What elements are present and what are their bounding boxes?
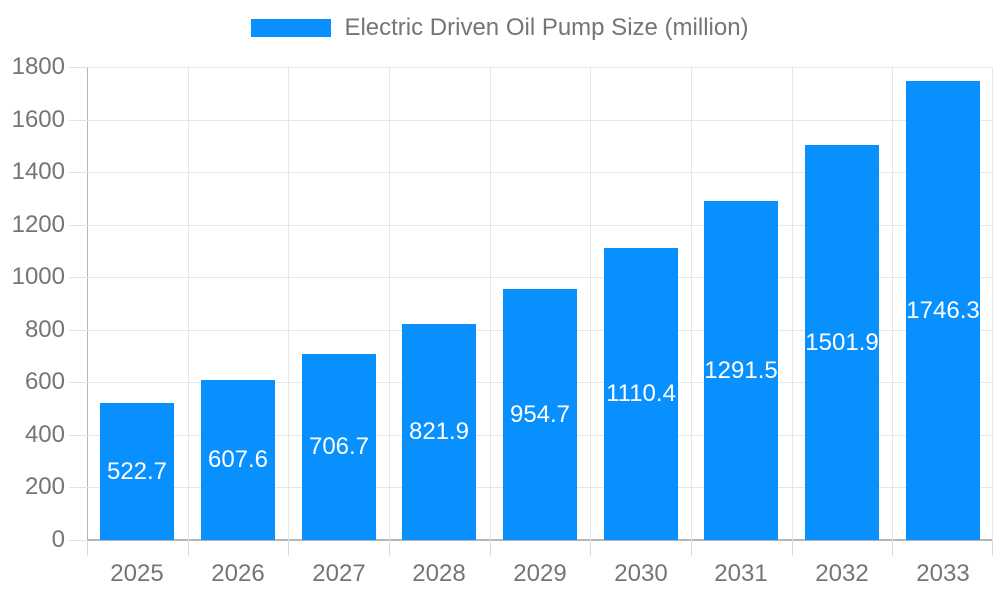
x-axis-tick-label: 2027 [312,560,366,587]
vertical-gridline [288,67,289,540]
legend-color-swatch [251,19,332,37]
vertical-gridline [389,67,390,540]
bar-2033[interactable] [906,81,980,540]
chart-legend: Electric Driven Oil Pump Size (million) [0,14,1000,42]
x-axis-tick-label: 2032 [815,560,869,587]
horizontal-gridline [87,120,993,121]
x-axis-tick [892,540,893,556]
x-axis-tick [490,540,491,556]
y-axis-tick-label: 1200 [11,211,65,238]
y-axis-line [87,67,88,540]
chart-plot-area: 0 200 400 600 800 1000 1200 1400 1600 1800 522.7 20… [12,55,993,587]
bar-2025[interactable] [100,403,174,540]
x-axis-tick-label: 2031 [714,560,768,587]
x-axis-tick-label: 2029 [513,560,567,587]
x-axis-tick-label: 2033 [916,560,970,587]
horizontal-gridline [87,67,993,68]
x-axis-tick-label: 2028 [412,560,466,587]
legend-series-label: Electric Driven Oil Pump Size (million) [344,14,749,41]
y-axis-tick-label: 600 [24,368,65,395]
vertical-gridline [992,67,993,540]
x-axis-tick-label: 2025 [110,560,164,587]
x-axis-tick [188,540,189,556]
vertical-gridline [892,67,893,540]
x-axis-tick [590,540,591,556]
horizontal-gridline [87,172,993,173]
y-axis-tick [69,382,87,383]
x-axis-tick [792,540,793,556]
x-axis-tick [992,540,993,556]
bar-2029[interactable] [503,289,577,540]
x-axis-tick [87,540,88,556]
y-axis-tick [69,120,87,121]
y-axis-tick [69,435,87,436]
y-axis-tick-label: 0 [51,526,65,553]
y-axis-tick [69,225,87,226]
vertical-gridline [188,67,189,540]
y-axis-tick [69,172,87,173]
y-axis-tick-label: 200 [24,473,65,500]
horizontal-gridline [87,225,993,226]
x-axis-baseline [87,539,993,541]
vertical-gridline [691,67,692,540]
vertical-gridline [792,67,793,540]
y-axis-tick [69,277,87,278]
y-axis-tick-label: 1600 [11,106,65,133]
y-axis-tick-label: 800 [24,316,65,343]
y-axis-tick-label: 1400 [11,158,65,185]
y-axis-tick [69,330,87,331]
y-axis-tick-label: 1000 [11,263,65,290]
y-axis-tick-label: 400 [24,421,65,448]
vertical-gridline [590,67,591,540]
bar-2027[interactable] [302,354,376,540]
vertical-gridline [490,67,491,540]
bar-2032[interactable] [805,145,879,540]
x-axis-tick [288,540,289,556]
bar-2026[interactable] [201,380,275,540]
x-axis-tick [389,540,390,556]
bar-2031[interactable] [704,201,778,540]
x-axis-tick-label: 2030 [614,560,668,587]
bar-2028[interactable] [402,324,476,540]
bar-2030[interactable] [604,248,678,540]
horizontal-gridline [87,277,993,278]
x-axis-tick-label: 2026 [211,560,265,587]
x-axis-tick [691,540,692,556]
y-axis-tick [69,67,87,68]
y-axis-tick [69,540,87,541]
y-axis-tick [69,487,87,488]
y-axis-tick-label: 1800 [11,53,65,80]
